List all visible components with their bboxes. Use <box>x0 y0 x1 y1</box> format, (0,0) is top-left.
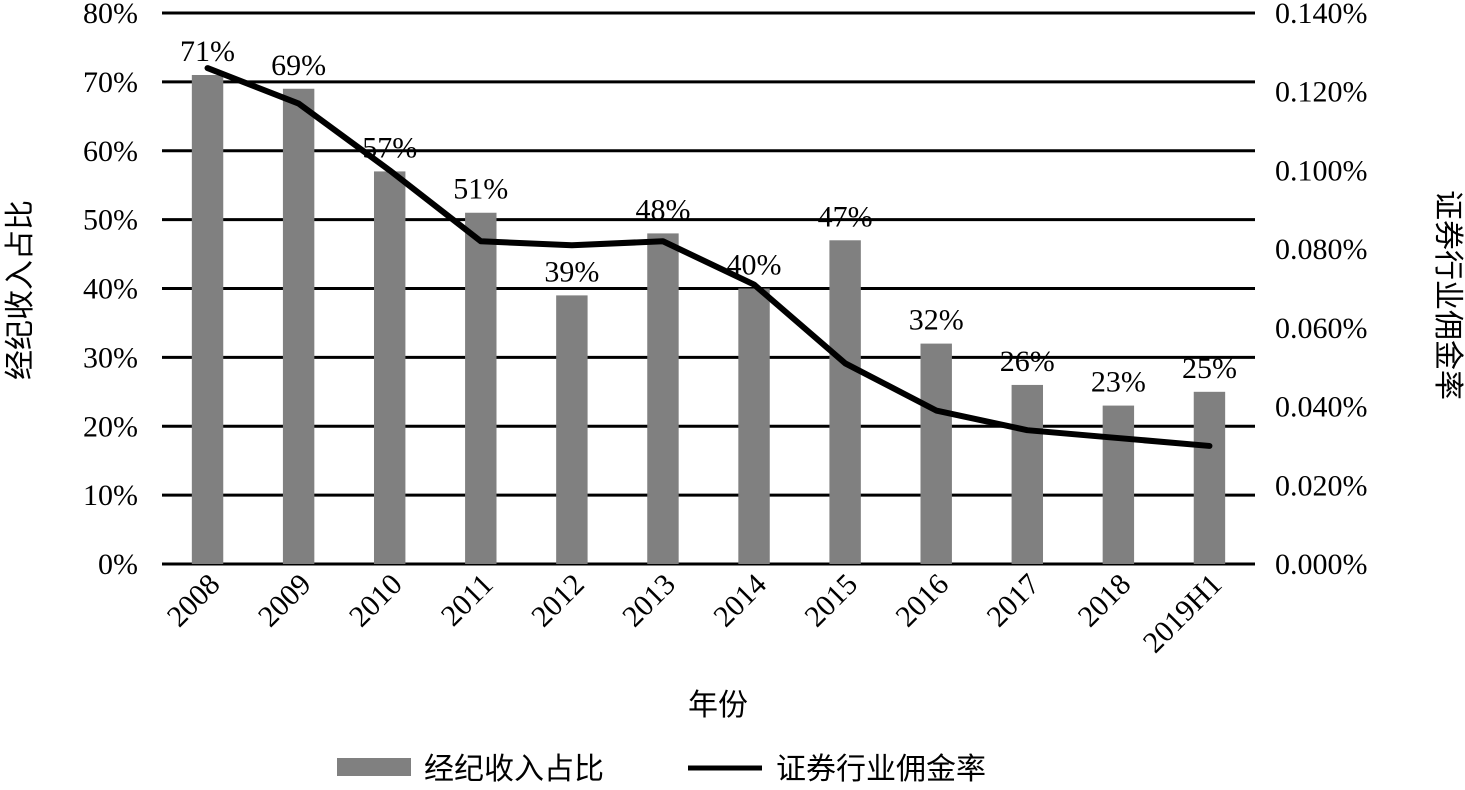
x-tick-label: 2014 <box>707 568 773 634</box>
bar-value-label: 32% <box>909 304 964 337</box>
bar <box>1193 391 1226 564</box>
left-tick-label: 70% <box>83 66 138 99</box>
bar-value-label: 71% <box>180 35 235 68</box>
right-tick-label: 0.100% <box>1275 154 1368 187</box>
x-tick-label: 2016 <box>889 568 955 634</box>
bar-value-label: 23% <box>1091 366 1146 399</box>
bar-value-label: 39% <box>544 255 599 288</box>
x-tick-label: 2012 <box>525 568 591 634</box>
bar <box>738 288 770 564</box>
right-tick-label: 0.020% <box>1275 469 1368 502</box>
x-tick-label: 2015 <box>798 568 864 634</box>
left-tick-label: 60% <box>83 135 138 168</box>
right-tick-label: 0.080% <box>1275 233 1368 266</box>
bar <box>829 240 861 564</box>
x-tick-label: 2008 <box>161 568 227 634</box>
left-axis-title: 经纪收入占比 <box>4 200 37 380</box>
right-tick-label: 0.120% <box>1275 76 1368 109</box>
bar <box>647 233 679 564</box>
bar <box>373 171 406 564</box>
x-tick-label: 2017 <box>980 568 1046 634</box>
right-tick-label: 0.140% <box>1275 0 1368 30</box>
line-series <box>204 65 1213 449</box>
x-tick-label: 2011 <box>435 568 500 633</box>
left-tick-label: 50% <box>83 204 138 237</box>
left-tick-label: 40% <box>83 273 138 306</box>
bar-value-label: 69% <box>271 49 326 82</box>
bar-value-label: 47% <box>818 200 873 233</box>
bar <box>282 88 315 564</box>
data-labels: 71% 69% 57% 51% 39% 48% 40% 47% 32% 26% 23% 25% <box>180 35 1237 399</box>
right-tick-label: 0.060% <box>1275 312 1368 345</box>
left-tick-label: 20% <box>83 410 138 443</box>
bar <box>556 295 588 564</box>
left-tick-label: 80% <box>83 0 138 30</box>
legend-label-line: 证券行业佣金率 <box>776 753 986 785</box>
x-tick-label: 2019H1 <box>1137 568 1229 660</box>
left-axis: 0% 10% 20% 30% 40% 50% 60% 70% 80% <box>83 0 138 581</box>
bar-series <box>191 74 1226 565</box>
legend-label-bar: 经纪收入占比 <box>424 753 604 785</box>
right-axis: 0.000% 0.020% 0.040% 0.060% 0.080% 0.100% 0.12… <box>1275 0 1368 581</box>
left-tick-label: 0% <box>98 548 138 581</box>
right-tick-label: 0.040% <box>1275 391 1368 424</box>
x-axis-title: 年份 <box>688 689 748 722</box>
x-axis: 2008 2009 2010 2011 2012 2013 2014 2015 2016 2017… <box>161 568 1229 660</box>
bar <box>191 74 224 565</box>
left-tick-label: 10% <box>83 479 138 512</box>
bar <box>1011 384 1044 564</box>
x-tick-label: 2009 <box>252 568 318 634</box>
left-tick-label: 30% <box>83 341 138 374</box>
x-tick-label: 2013 <box>616 568 682 634</box>
legend-swatch-bar <box>337 758 411 776</box>
bar-value-label: 57% <box>362 131 417 164</box>
x-tick-label: 2018 <box>1072 568 1138 634</box>
right-tick-label: 0.000% <box>1275 548 1368 581</box>
gridlines <box>162 11 1255 566</box>
right-axis-title: 证券行业佣金率 <box>1431 190 1464 400</box>
legend: 经纪收入占比 证券行业佣金率 <box>337 753 986 786</box>
commission-rate-line <box>204 65 1213 449</box>
bar-value-label: 40% <box>727 249 782 282</box>
bar-value-label: 51% <box>453 173 508 206</box>
bar-value-label: 25% <box>1182 352 1237 385</box>
bar-value-label: 26% <box>1000 345 1055 378</box>
bar <box>920 343 952 564</box>
bar <box>465 212 497 565</box>
bar <box>1102 405 1135 564</box>
bar-value-label: 48% <box>635 193 690 226</box>
x-tick-label: 2010 <box>343 568 409 634</box>
